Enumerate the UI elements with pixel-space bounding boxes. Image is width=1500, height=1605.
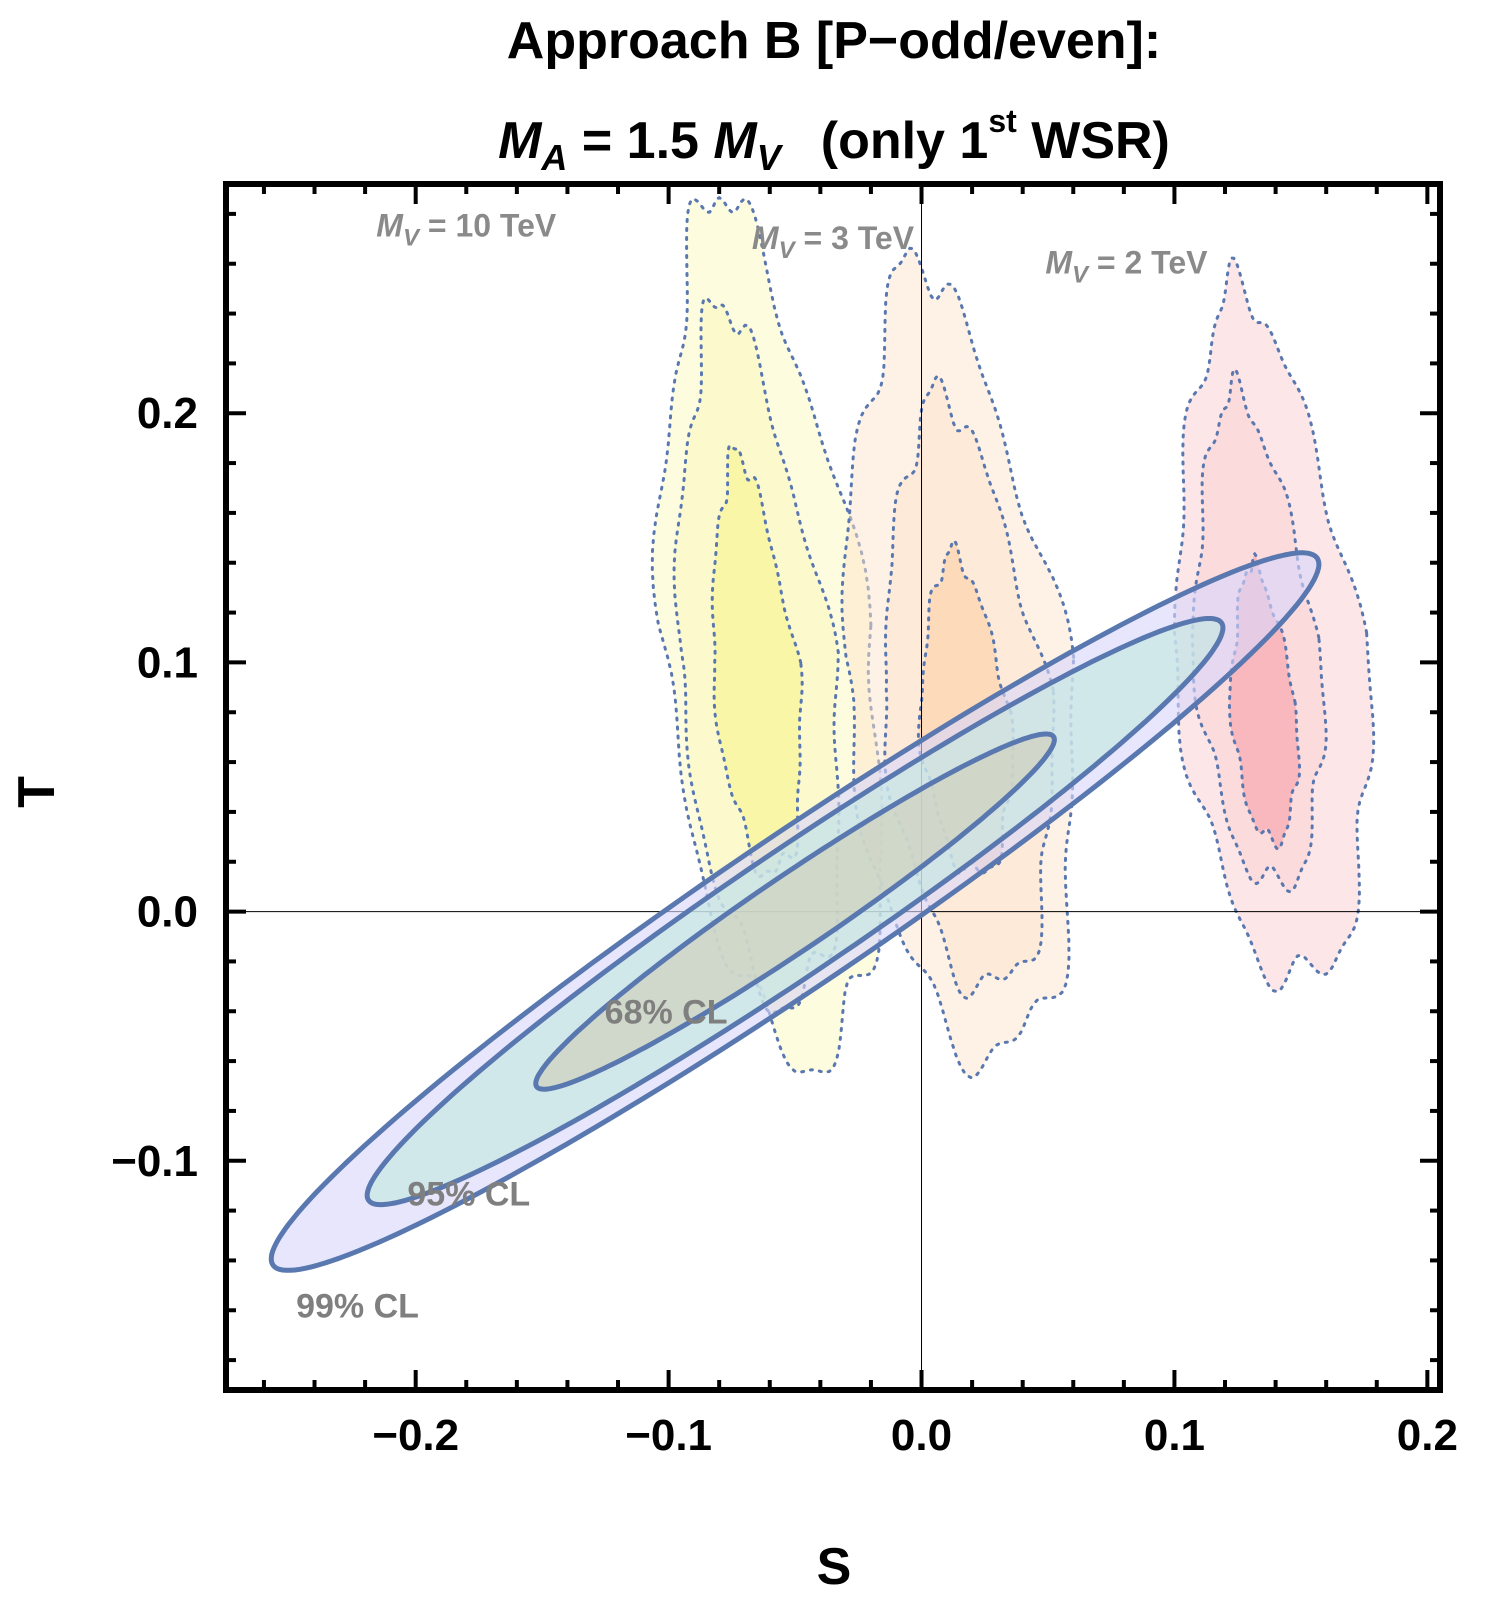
x-tick-label: −0.2 xyxy=(372,1411,459,1460)
x-axis-label: S xyxy=(817,1538,852,1596)
y-axis-label: T xyxy=(8,776,66,808)
mv-label-2: MV = 3 TeV xyxy=(752,220,915,264)
y-tick-label: 0.2 xyxy=(137,389,198,438)
axis-tick-labels: −0.2 −0.1 0.0 0.1 0.2 −0.1 0.0 0.1 0.2 xyxy=(111,389,1458,1460)
x-tick-label: 0.2 xyxy=(1397,1411,1458,1460)
x-tick-label: 0.1 xyxy=(1144,1411,1205,1460)
experimental-ellipses xyxy=(268,550,1322,1273)
cl-label-2: 95% CL xyxy=(407,1176,530,1214)
plot-area: 99% CL 95% CL 68% CL MV = 10 TeV MV = 3 TeV… xyxy=(226,184,1440,1390)
cl-label-1: 99% CL xyxy=(296,1288,419,1326)
mv-label-3: MV = 2 TeV xyxy=(1045,245,1208,289)
mv-labels: MV = 10 TeV MV = 3 TeV MV = 2 TeV xyxy=(376,207,1208,288)
y-tick-label: −0.1 xyxy=(111,1137,198,1186)
axis-ticks xyxy=(226,184,1440,1390)
y-tick-label: 0.0 xyxy=(137,888,198,937)
x-tick-label: 0.0 xyxy=(891,1411,952,1460)
y-tick-label: 0.1 xyxy=(137,638,198,687)
cl-label-3: 68% CL xyxy=(605,994,728,1032)
mv-label-1: MV = 10 TeV xyxy=(376,207,557,251)
chart-title-line2: MA = 1.5 MV (only 1st WSR) xyxy=(498,103,1170,178)
x-tick-label: −0.1 xyxy=(625,1411,712,1460)
plot-frame xyxy=(223,181,1443,1393)
resonance-region-1-level-3 xyxy=(710,443,804,879)
ellipse-68-cl xyxy=(533,731,1057,1092)
cl-labels: 99% CL 95% CL 68% CL xyxy=(296,994,727,1326)
chart-title-line1: Approach B [P−odd/even]: xyxy=(507,12,1161,70)
